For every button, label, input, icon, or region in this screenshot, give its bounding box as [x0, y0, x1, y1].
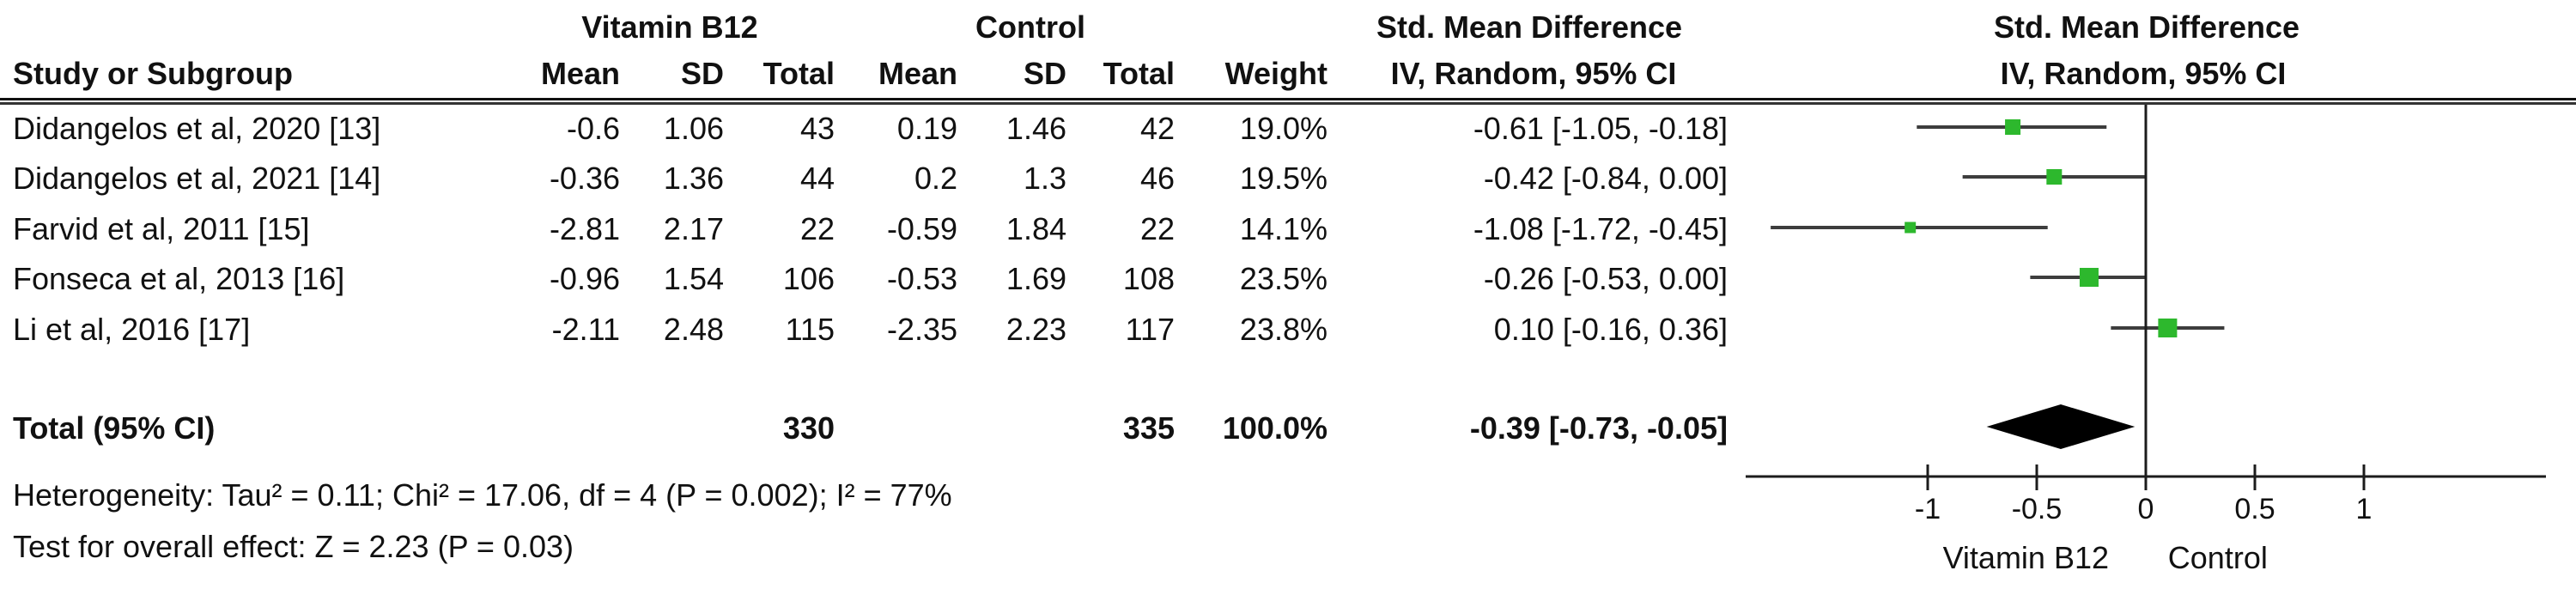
axis-tick-label: -1: [1915, 493, 1941, 525]
weight-value: 14.1%: [1239, 211, 1327, 246]
axis-tick-label: 0: [2138, 493, 2154, 525]
control-sd-value: 1.46: [1005, 111, 1066, 146]
group-header-control: Control: [975, 9, 1085, 45]
b12-sd-value: 1.36: [663, 161, 724, 196]
control-mean-value: -2.35: [886, 312, 957, 347]
overall-effect-stats: Test for overall effect: Z = 2.23 (P = 0…: [13, 529, 574, 564]
b12-sd-value: 1.54: [663, 261, 724, 296]
control-total-value: 46: [1139, 161, 1175, 196]
control-mean-value: -0.53: [886, 261, 957, 296]
b12-mean-value: -0.6: [566, 111, 620, 146]
effect-square: [2158, 319, 2178, 337]
column-header-b12-mean: Mean: [540, 56, 620, 91]
b12-total-value: 43: [799, 111, 835, 146]
b12-total-value: 106: [782, 261, 835, 296]
effect-header-plot-column: Std. Mean Difference: [1993, 9, 2300, 45]
header-separator-line: [0, 98, 2576, 105]
b12-mean-value: -0.36: [549, 161, 620, 196]
column-header-study: Study or Subgroup: [13, 56, 293, 91]
column-header-method: IV, Random, 95% CI: [1390, 56, 1677, 91]
total-label: Total (95% CI): [13, 410, 216, 446]
control-sd-value: 1.69: [1005, 261, 1066, 296]
effect-square: [1905, 222, 1917, 234]
b12-sd-value: 2.48: [663, 312, 724, 347]
column-header-control-mean: Mean: [878, 56, 957, 91]
total-control-n: 335: [1122, 410, 1175, 446]
b12-sd-value: 1.06: [663, 111, 724, 146]
control-mean-value: 0.19: [896, 111, 957, 146]
b12-mean-value: -0.96: [549, 261, 620, 296]
heterogeneity-stats: Heterogeneity: Tau² = 0.11; Chi² = 17.06…: [13, 477, 952, 513]
ci-text-value: -0.61 [-1.05, -0.18]: [1473, 111, 1728, 146]
control-sd-value: 2.23: [1005, 312, 1066, 347]
weight-value: 23.8%: [1239, 312, 1327, 347]
control-total-value: 42: [1139, 111, 1175, 146]
column-header-control-sd: SD: [1023, 56, 1066, 91]
b12-sd-value: 2.17: [663, 211, 724, 246]
axis-tick-label: 1: [2356, 493, 2372, 525]
group-header-vitamin-b12: Vitamin B12: [581, 9, 758, 45]
column-header-b12-sd: SD: [680, 56, 724, 91]
study-label: Li et al, 2016 [17]: [13, 312, 251, 347]
b12-total-value: 115: [785, 312, 835, 347]
ci-text-value: 0.10 [-0.16, 0.36]: [1493, 312, 1728, 347]
weight-value: 19.0%: [1239, 111, 1327, 146]
total-weight: 100.0%: [1222, 410, 1327, 446]
total-diamond: [1986, 404, 2136, 449]
axis-tick-label: 0.5: [2234, 493, 2275, 525]
favours-left-label: Vitamin B12: [1943, 540, 2109, 575]
control-sd-value: 1.84: [1005, 211, 1066, 246]
study-label: Didangelos et al, 2020 [13]: [13, 111, 381, 146]
axis-tick-label: -0.5: [2012, 493, 2063, 525]
column-header-b12-total: Total: [762, 56, 835, 91]
column-header-method-plot: IV, Random, 95% CI: [2000, 56, 2287, 91]
control-total-value: 108: [1122, 261, 1175, 296]
weight-value: 19.5%: [1239, 161, 1327, 196]
b12-total-value: 22: [799, 211, 835, 246]
weight-value: 23.5%: [1239, 261, 1327, 296]
effect-square: [2005, 119, 2021, 135]
effect-square: [2079, 268, 2099, 287]
study-label: Fonseca et al, 2013 [16]: [13, 261, 345, 296]
column-header-weight: Weight: [1224, 56, 1327, 91]
effect-square: [2046, 169, 2063, 185]
b12-mean-value: -2.81: [549, 211, 620, 246]
total-ci-text: -0.39 [-0.73, -0.05]: [1469, 410, 1728, 446]
control-total-value: 117: [1125, 312, 1175, 347]
study-label: Didangelos et al, 2021 [14]: [13, 161, 381, 196]
favours-right-label: Control: [2168, 540, 2268, 575]
control-mean-value: -0.59: [886, 211, 957, 246]
control-sd-value: 1.3: [1023, 161, 1066, 196]
study-label: Farvid et al, 2011 [15]: [13, 211, 310, 246]
column-header-control-total: Total: [1103, 56, 1175, 91]
b12-mean-value: -2.11: [551, 312, 620, 347]
ci-text-value: -1.08 [-1.72, -0.45]: [1473, 211, 1728, 246]
b12-total-value: 44: [799, 161, 835, 196]
total-b12-n: 330: [782, 410, 835, 446]
effect-header-text-column: Std. Mean Difference: [1376, 9, 1683, 45]
ci-text-value: -0.26 [-0.53, 0.00]: [1483, 261, 1728, 296]
control-total-value: 22: [1139, 211, 1175, 246]
control-mean-value: 0.2: [914, 161, 957, 196]
ci-text-value: -0.42 [-0.84, 0.00]: [1483, 161, 1728, 196]
